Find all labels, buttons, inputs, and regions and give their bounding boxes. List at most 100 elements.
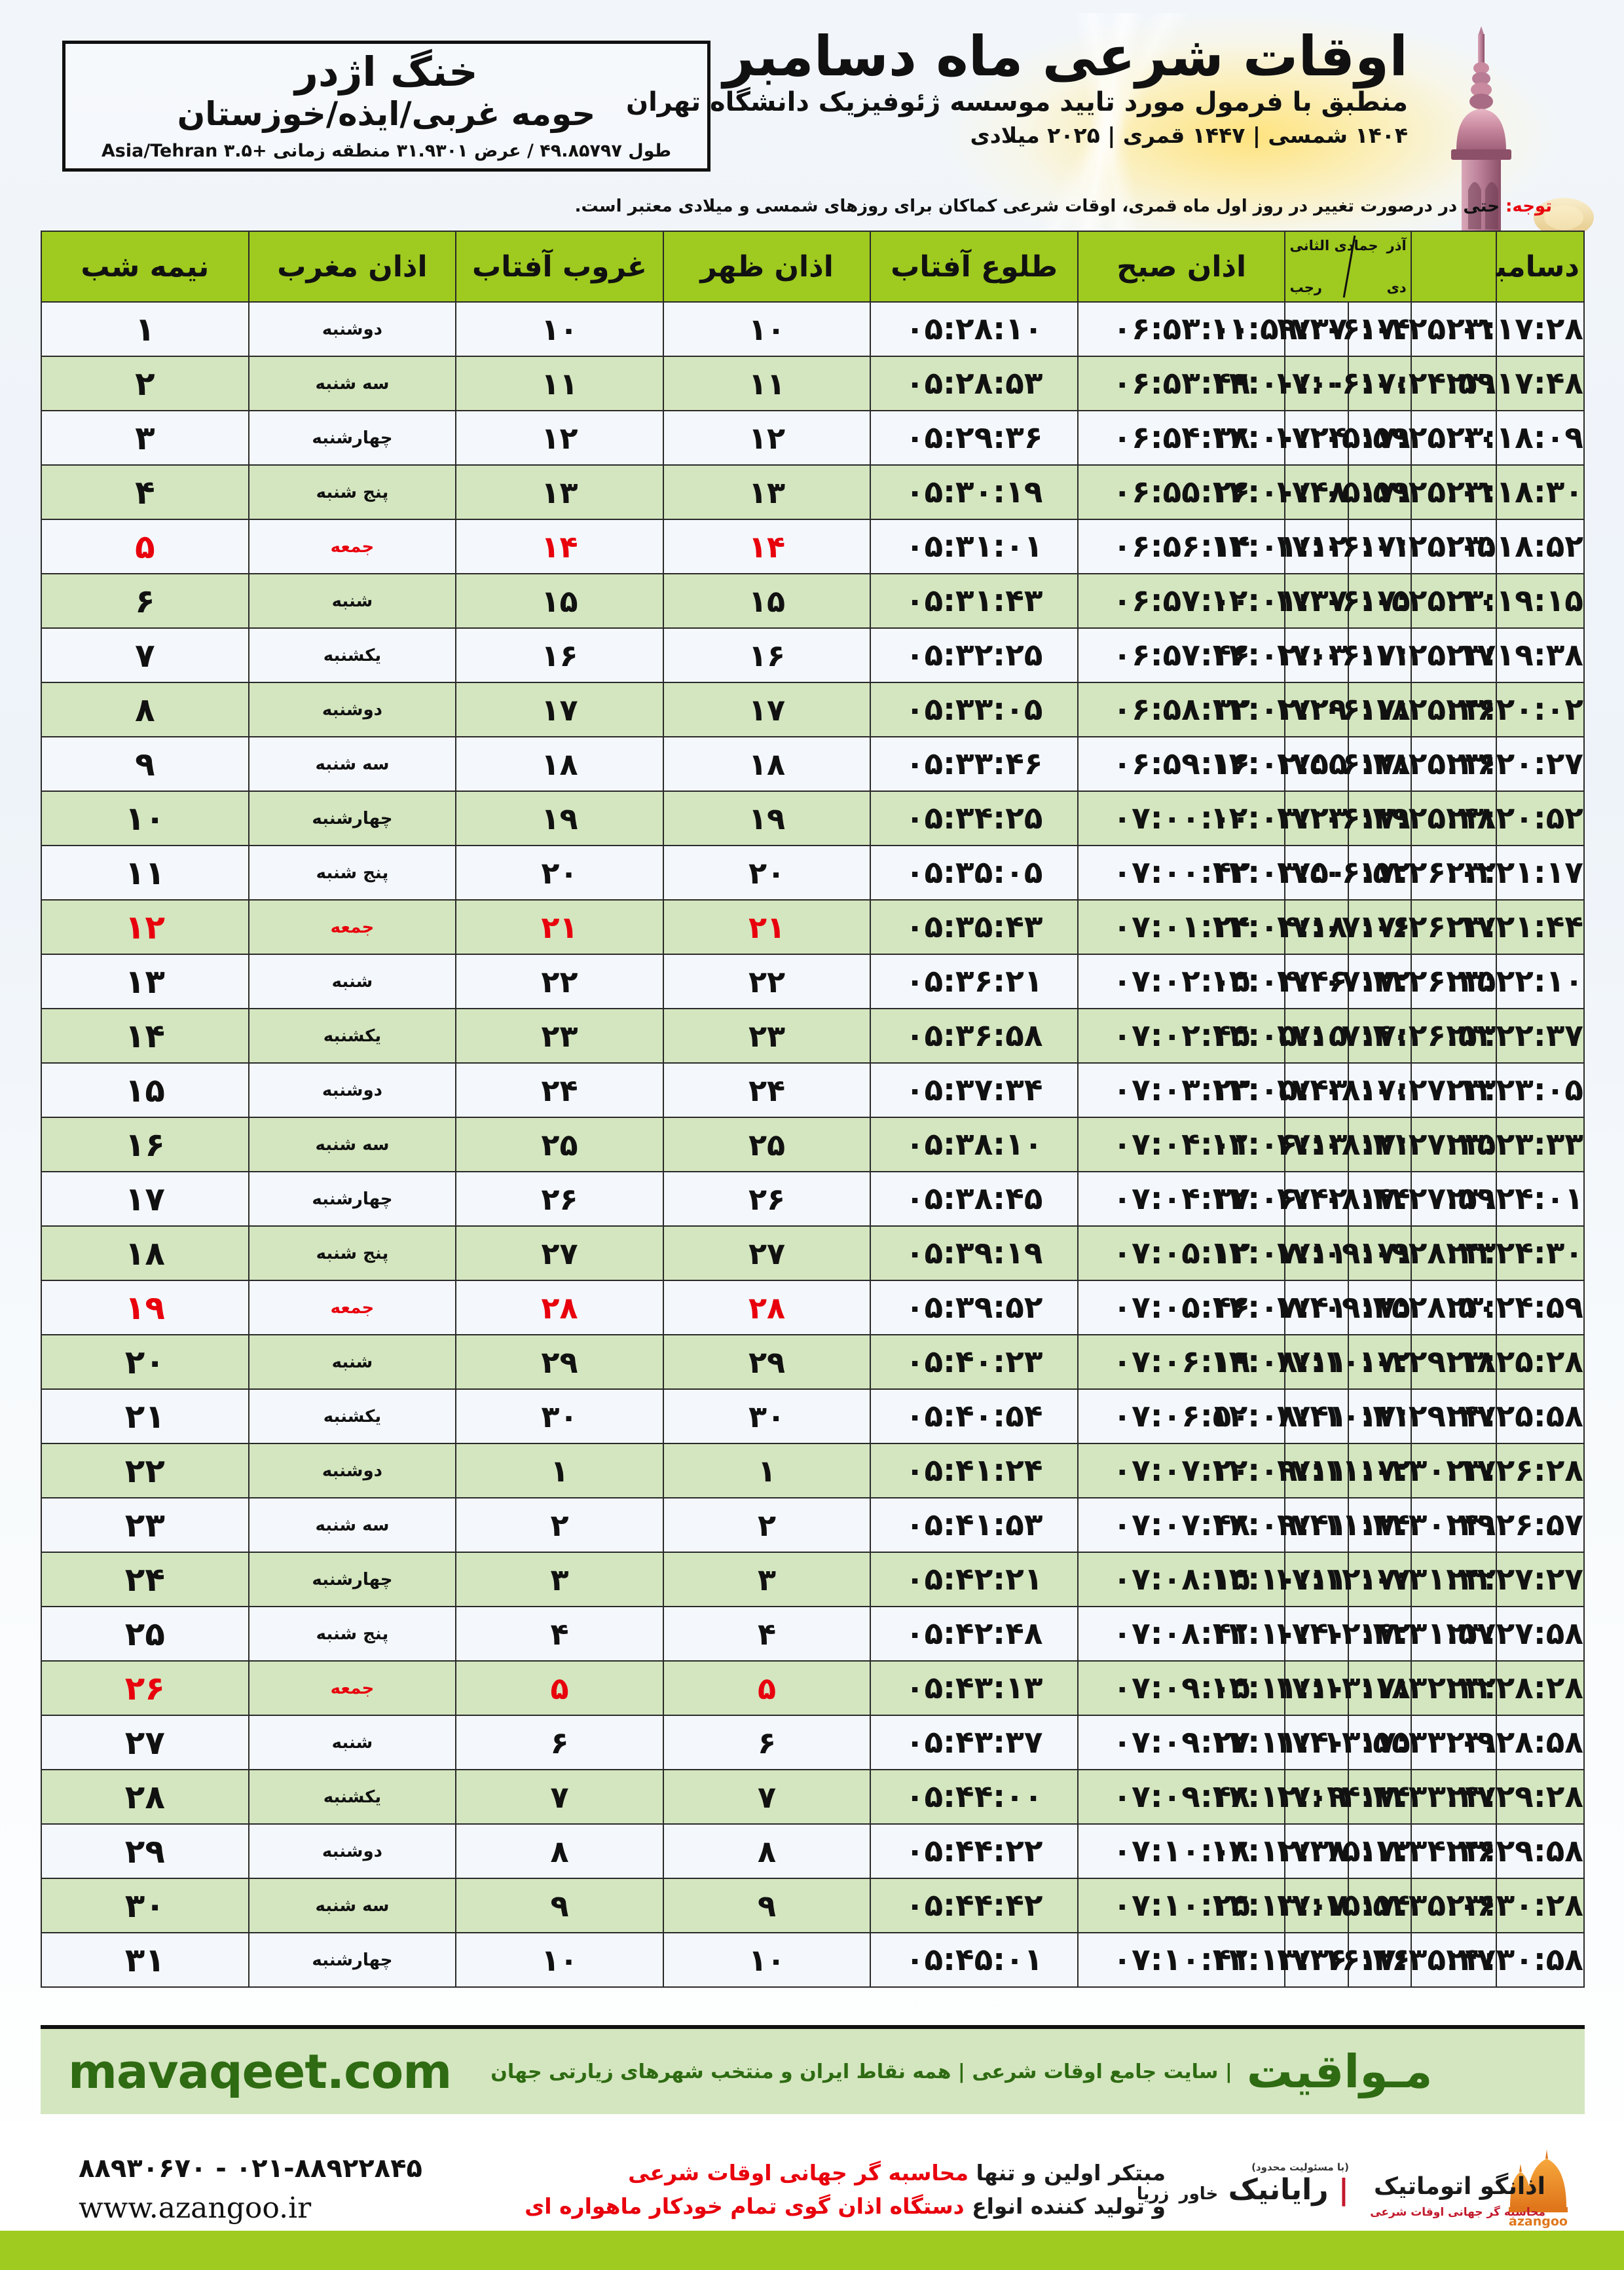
cell-maghrib: ۱۷:۲۷:۱۳ <box>1359 1062 1498 1118</box>
cell-day: ۲۵ <box>41 1606 249 1662</box>
partner-accent-bar: | <box>1338 2173 1349 2206</box>
cell-sunrise: ۰۷:۱۰:۴۱ <box>1077 1932 1286 1988</box>
cell-fajr: ۰۵:۳۵:۰۵ <box>870 845 1079 901</box>
cell-maghrib: ۱۷:۲۸:۵۰ <box>1359 1280 1498 1335</box>
cell-hijri-date: ۲۶ <box>662 1171 872 1227</box>
cell-dhuhr: ۱۲:۱۱:۴۰ <box>1210 1715 1349 1770</box>
cell-fajr: ۰۵:۳۵:۴۳ <box>870 899 1079 955</box>
cell-maghrib: ۱۷:۲۴:۵۹ <box>1359 356 1498 411</box>
cell-solar-date: ۲۸ <box>455 1280 664 1335</box>
cell-maghrib: ۱۷:۲۹:۱۸ <box>1359 1334 1498 1390</box>
cell-sunrise: ۰۷:۰۹:۴۸ <box>1077 1769 1286 1825</box>
cell-sunrise: ۰۷:۰۳:۲۳ <box>1077 1062 1286 1118</box>
table-row: ۲۳:۱۷:۲۸۱۷:۲۵:۰۱۱۷:۰۶:۰۴۱۱:۵۹:۳۷۰۶:۵۳:۰۰… <box>41 301 1585 357</box>
col-header-sunset: غروب آفتاب <box>455 231 664 303</box>
cell-hijri-date: ۲۵ <box>662 1117 872 1172</box>
cell-sunset: ۱۷:۰۶:۱۸ <box>1273 682 1412 737</box>
cell-maghrib: ۱۷:۲۶:۰۲ <box>1359 845 1498 901</box>
table-row: ۲۳:۲۴:۰۱۱۷:۲۷:۵۹۱۷:۰۸:۴۴۱۲:۰۶:۴۲۰۷:۰۴:۳۷… <box>41 1171 1585 1227</box>
cell-sunset: ۱۷:۱۳:۵۵ <box>1273 1715 1412 1770</box>
table-row: ۲۳:۲۹:۵۸۱۷:۳۴:۲۶۱۷:۱۵:۱۳۱۲:۱۲:۳۸۰۷:۱۰:۰۸… <box>41 1823 1585 1879</box>
table-row: ۲۳:۲۷:۵۸۱۷:۳۱:۵۷۱۷:۱۲:۴۲۱۲:۱۰:۴۰۰۷:۰۸:۴۱… <box>41 1606 1585 1662</box>
azangoo-name: اذانگو اتوماتیک <box>1373 2173 1545 2200</box>
partner-small-2: زریا <box>1136 2184 1170 2204</box>
cell-sunset: ۱۷:۱۱:۳۴ <box>1273 1497 1412 1553</box>
cell-fajr: ۰۵:۴۰:۲۳ <box>870 1334 1079 1390</box>
cell-midnight: ۲۳:۳۰:۵۸ <box>1446 1932 1585 1988</box>
cell-hijri-date: ۱۵ <box>662 573 872 629</box>
cell-day: ۲۴ <box>41 1552 249 1607</box>
calendar-years: ۱۴۰۴ شمسی | ۱۴۴۷ قمری | ۲۰۲۵ میلادی <box>970 122 1408 149</box>
cell-weekday: پنج شنبه <box>248 1606 457 1662</box>
cell-day: ۱۹ <box>41 1280 249 1335</box>
cell-dhuhr: ۱۲:۱۳:۰۷ <box>1210 1878 1349 1933</box>
cell-solar-date: ۲۲ <box>455 954 664 1009</box>
cell-hijri-date: ۱۳ <box>662 464 872 520</box>
cell-maghrib: ۱۷:۳۰:۱۷ <box>1359 1443 1498 1498</box>
cell-sunrise: ۰۶:۵۴:۳۸ <box>1077 410 1286 466</box>
col-header-solar-top: آذر <box>1386 238 1407 253</box>
cell-day: ۲۳ <box>41 1497 249 1553</box>
table-row: ۲۳:۱۸:۰۹۱۷:۲۵:۰۰۱۷:۰۵:۵۹۱۲:۰۰:۲۴۰۶:۵۴:۳۸… <box>41 410 1585 466</box>
cell-solar-date: ۹ <box>455 1878 664 1933</box>
cell-weekday: چهارشنبه <box>248 791 457 846</box>
note-label: توجه: <box>1505 196 1552 216</box>
cell-fajr: ۰۵:۴۴:۰۰ <box>870 1769 1079 1825</box>
cell-sunrise: ۰۷:۰۸:۱۵ <box>1077 1552 1286 1607</box>
cell-fajr: ۰۵:۴۱:۵۳ <box>870 1497 1079 1553</box>
cell-dhuhr: ۱۲:۰۱:۱۲ <box>1210 519 1349 574</box>
cell-solar-date: ۳۰ <box>455 1388 664 1444</box>
col-header-hijri-bot: رجب <box>1289 280 1322 295</box>
cell-fajr: ۰۵:۳۶:۲۱ <box>870 954 1079 1009</box>
footer-website[interactable]: www.azangoo.ir <box>79 2191 312 2225</box>
cell-sunset: ۱۷:۱۰:۳۱ <box>1273 1388 1412 1444</box>
footer-slogan-1-highlight: محاسبه گر جهانی اوقات شرعی <box>628 2160 969 2186</box>
cell-sunset: ۱۷:۱۶:۳۶ <box>1273 1932 1412 1988</box>
col-header-solar-bot: دی <box>1386 280 1407 295</box>
table-row: ۲۳:۲۵:۵۸۱۷:۲۹:۴۷۱۷:۱۰:۳۱۱۲:۰۸:۴۱۰۷:۰۶:۵۰… <box>41 1388 1585 1444</box>
cell-fajr: ۰۵:۴۳:۱۳ <box>870 1660 1079 1716</box>
cell-sunrise: ۰۷:۰۲:۰۵ <box>1077 954 1286 1009</box>
table-row: ۲۳:۱۸:۵۲۱۷:۲۵:۰۵۱۷:۰۶:۰۱۱۲:۰۱:۱۲۰۶:۵۶:۱۴… <box>41 519 1585 574</box>
cell-sunrise: ۰۷:۰۷:۲۰ <box>1077 1443 1286 1498</box>
cell-solar-date: ۱۰ <box>455 1932 664 1988</box>
cell-midnight: ۲۳:۲۲:۳۷ <box>1446 1008 1585 1064</box>
col-header-day: دسامبر <box>1478 231 1585 303</box>
cell-sunset: ۱۷:۰۶:۰۱ <box>1273 519 1412 574</box>
cell-maghrib: ۱۷:۳۵:۰۶ <box>1359 1878 1498 1933</box>
cell-midnight: ۲۳:۱۷:۴۸ <box>1446 356 1585 411</box>
cell-weekday: شنبه <box>248 1715 457 1770</box>
cell-midnight: ۲۳:۲۴:۵۹ <box>1446 1280 1585 1335</box>
azangoo-subtitle: محاسبه گر جهانی اوقات شرعی <box>1370 2206 1545 2219</box>
cell-day: ۲۹ <box>41 1823 249 1879</box>
cell-maghrib: ۱۷:۲۹:۴۷ <box>1359 1388 1498 1444</box>
table-row: ۲۳:۲۴:۵۹۱۷:۲۸:۵۰۱۷:۰۹:۳۵۱۲:۰۷:۴۱۰۷:۰۵:۴۶… <box>41 1280 1585 1335</box>
cell-day: ۱۵ <box>41 1062 249 1118</box>
table-row: ۲۳:۳۰:۵۸۱۷:۳۵:۴۷۱۷:۱۶:۳۶۱۲:۱۳:۳۶۰۷:۱۰:۴۱… <box>41 1932 1585 1988</box>
cell-maghrib: ۱۷:۲۵:۳۶ <box>1359 736 1498 792</box>
cell-hijri-date: ۲ <box>662 1497 872 1553</box>
cell-maghrib: ۱۷:۳۳:۴۷ <box>1359 1769 1498 1825</box>
cell-day: ۲۰ <box>41 1334 249 1390</box>
cell-day: ۲۲ <box>41 1443 249 1498</box>
cell-weekday: یکشنبه <box>248 1388 457 1444</box>
cell-hijri-date: ۲۰ <box>662 845 872 901</box>
cell-solar-date: ۱۵ <box>455 573 664 629</box>
cell-hijri-date: ۱۰ <box>662 1932 872 1988</box>
cell-maghrib: ۱۷:۳۱:۲۲ <box>1359 1552 1498 1607</box>
table-row: ۲۳:۲۰:۵۲۱۷:۲۵:۴۸۱۷:۰۶:۳۹۱۲:۰۳:۲۳۰۷:۰۰:۰۰… <box>41 791 1585 846</box>
promo-website-link[interactable]: mavaqeet.com <box>68 2044 452 2099</box>
cell-day: ۲۱ <box>41 1388 249 1444</box>
cell-solar-date: ۲۰ <box>455 845 664 901</box>
cell-hijri-date: ۱۸ <box>662 736 872 792</box>
cell-midnight: ۲۳:۲۶:۵۷ <box>1446 1497 1585 1553</box>
cell-midnight: ۲۳:۳۰:۲۸ <box>1446 1878 1585 1933</box>
cell-hijri-date: ۱۰ <box>662 301 872 357</box>
cell-dhuhr: ۱۲:۰۲:۵۵ <box>1210 736 1349 792</box>
cell-dhuhr: ۱۲:۱۳:۳۶ <box>1210 1932 1349 1988</box>
cell-fajr: ۰۵:۴۲:۴۸ <box>870 1606 1079 1662</box>
cell-solar-date: ۱۹ <box>455 791 664 846</box>
cell-dhuhr: ۱۲:۱۲:۰۹ <box>1210 1769 1349 1825</box>
cell-maghrib: ۱۷:۲۷:۳۵ <box>1359 1117 1498 1172</box>
cell-sunset: ۱۷:۰۵:۵۹ <box>1273 410 1412 466</box>
